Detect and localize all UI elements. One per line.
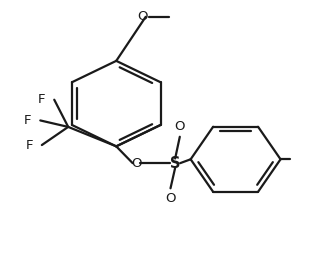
Text: F: F — [24, 114, 32, 127]
Text: O: O — [137, 10, 147, 23]
Text: F: F — [38, 93, 46, 106]
Text: O: O — [165, 192, 176, 205]
Text: S: S — [170, 156, 180, 171]
Text: O: O — [131, 157, 142, 170]
Text: O: O — [175, 120, 185, 133]
Text: F: F — [26, 139, 33, 152]
